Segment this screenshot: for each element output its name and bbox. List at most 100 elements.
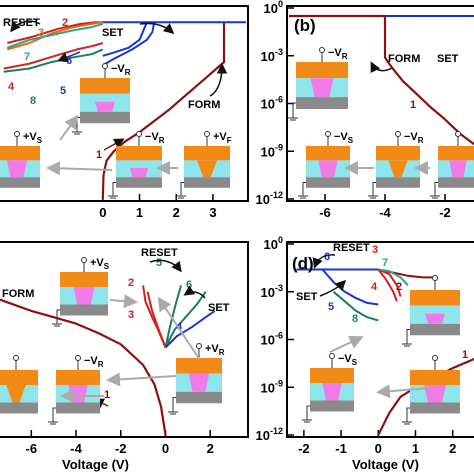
form-arrow-b bbox=[370, 61, 393, 74]
curve-number: 1 bbox=[96, 149, 102, 161]
inset-arrow-a1 bbox=[46, 161, 113, 176]
top-electrode bbox=[410, 370, 460, 385]
x-tick-label: 2 bbox=[207, 441, 214, 456]
bottom-electrode bbox=[0, 177, 40, 188]
bottom-electrode bbox=[376, 177, 420, 188]
probe-icon bbox=[81, 257, 87, 263]
curve-number: 1 bbox=[410, 99, 416, 111]
y-tick-label: 10-3 bbox=[261, 283, 283, 300]
set-annotation-d: SET bbox=[296, 291, 318, 303]
filament bbox=[73, 287, 95, 305]
curve-number: 5 bbox=[328, 301, 334, 313]
top-electrode bbox=[56, 370, 100, 385]
bottom-electrode bbox=[410, 323, 460, 336]
bias-label: +VF bbox=[213, 131, 232, 145]
curve-number: 3 bbox=[372, 244, 378, 256]
series-c8 bbox=[332, 291, 379, 322]
ground-icon bbox=[288, 102, 298, 121]
probe-icon bbox=[325, 131, 331, 137]
top-electrode bbox=[60, 272, 108, 287]
top-electrode bbox=[176, 358, 222, 374]
panel-b-y-ticks: 100 10-3 10-6 10-9 10-12 bbox=[256, 0, 294, 207]
device-inset: −VR bbox=[288, 47, 348, 121]
device-inset: −VS bbox=[298, 131, 354, 199]
bias-label: −VR bbox=[111, 63, 131, 77]
probe-icon bbox=[329, 353, 335, 359]
x-tick-label: 3 bbox=[209, 205, 216, 220]
x-tick-label: -6 bbox=[319, 205, 331, 220]
x-tick-label: 2 bbox=[449, 441, 456, 456]
probe-icon bbox=[75, 355, 81, 361]
inset-arrows bbox=[46, 114, 431, 403]
x-tick-label: -2 bbox=[298, 441, 310, 456]
curve-number: 4 bbox=[371, 281, 378, 293]
panel-c: -6 -4 -2 0 2 1 2 3 4 5 6 FORM RESET SET bbox=[0, 241, 249, 456]
x-tick-label: 0 bbox=[99, 205, 106, 220]
bottom-electrode bbox=[176, 391, 222, 404]
device-inset: −VR bbox=[72, 63, 131, 135]
bias-label: −VR bbox=[404, 131, 424, 145]
inset-arrow-a2 bbox=[59, 114, 79, 141]
inset-arrow-c3 bbox=[109, 294, 138, 309]
curve-number: 6 bbox=[324, 251, 330, 263]
top-electrode bbox=[410, 290, 460, 306]
panel-c-x-ticks: -6 -4 -2 0 2 bbox=[26, 430, 214, 456]
bias-label: +VS bbox=[90, 257, 110, 271]
top-electrode bbox=[306, 146, 350, 161]
probe-icon bbox=[455, 131, 461, 137]
inset-arrow-d1 bbox=[376, 384, 431, 399]
x-axis-title-left: Voltage (V) bbox=[62, 457, 129, 472]
series-c5 bbox=[164, 285, 183, 348]
probe-icon bbox=[319, 47, 325, 53]
bias-label: +VS bbox=[23, 131, 43, 145]
device-inset bbox=[430, 131, 474, 199]
inset-arrow-c2 bbox=[106, 372, 177, 387]
panel-c-curves: 1 2 3 4 5 6 bbox=[0, 257, 216, 436]
device-schematics: −VR +VS −VR +VF −VR −VS −VR +VS −VR +VR −VS bbox=[0, 47, 474, 425]
probe-icon bbox=[136, 131, 142, 137]
panel-b-x-ticks: -6 -4 -2 bbox=[319, 194, 451, 220]
y-tick-label: 10-12 bbox=[256, 190, 283, 207]
probe-icon bbox=[102, 63, 108, 69]
x-tick-label: 2 bbox=[173, 205, 180, 220]
top-electrode bbox=[0, 146, 40, 161]
bias-label: −VR bbox=[84, 355, 104, 369]
electrode-protrusion bbox=[6, 385, 26, 403]
arrow-1 bbox=[103, 138, 125, 151]
electrode-protrusion bbox=[388, 160, 408, 178]
series-c3 bbox=[146, 291, 167, 348]
x-tick-label: 1 bbox=[412, 441, 419, 456]
y-tick-label: 10-12 bbox=[256, 426, 283, 443]
curve-number: 2 bbox=[396, 281, 402, 293]
device-inset: +VS bbox=[0, 131, 43, 188]
probe-icon bbox=[432, 275, 438, 281]
device-inset: −VS bbox=[302, 353, 358, 423]
filament bbox=[310, 78, 334, 98]
top-electrode bbox=[80, 78, 130, 94]
bottom-electrode bbox=[0, 402, 38, 414]
electrode-protrusion bbox=[196, 160, 218, 178]
top-electrode bbox=[310, 368, 354, 383]
top-electrode bbox=[376, 146, 420, 161]
panel-b-label: (b) bbox=[294, 16, 316, 35]
series-c5 bbox=[321, 268, 379, 306]
series-form bbox=[0, 298, 167, 436]
set-arrow-c bbox=[183, 285, 206, 299]
curve-number: 1 bbox=[462, 349, 468, 361]
panel-c-frame bbox=[0, 241, 249, 438]
panel-d-y-ticks: 100 10-3 10-6 10-9 10-12 bbox=[256, 235, 294, 443]
filament bbox=[129, 167, 149, 178]
panel-a-frame bbox=[0, 5, 249, 202]
filament bbox=[95, 101, 115, 112]
top-electrode bbox=[296, 62, 348, 79]
series-c7 bbox=[6, 22, 104, 49]
form-annotation: FORM bbox=[188, 99, 220, 111]
series-c7 bbox=[378, 268, 409, 287]
bottom-electrode bbox=[296, 97, 348, 109]
x-tick-label: 0 bbox=[162, 441, 169, 456]
device-inset bbox=[0, 355, 38, 414]
set-annotation-c: SET bbox=[208, 302, 230, 314]
filament bbox=[449, 160, 467, 178]
bottom-electrode bbox=[60, 304, 108, 316]
